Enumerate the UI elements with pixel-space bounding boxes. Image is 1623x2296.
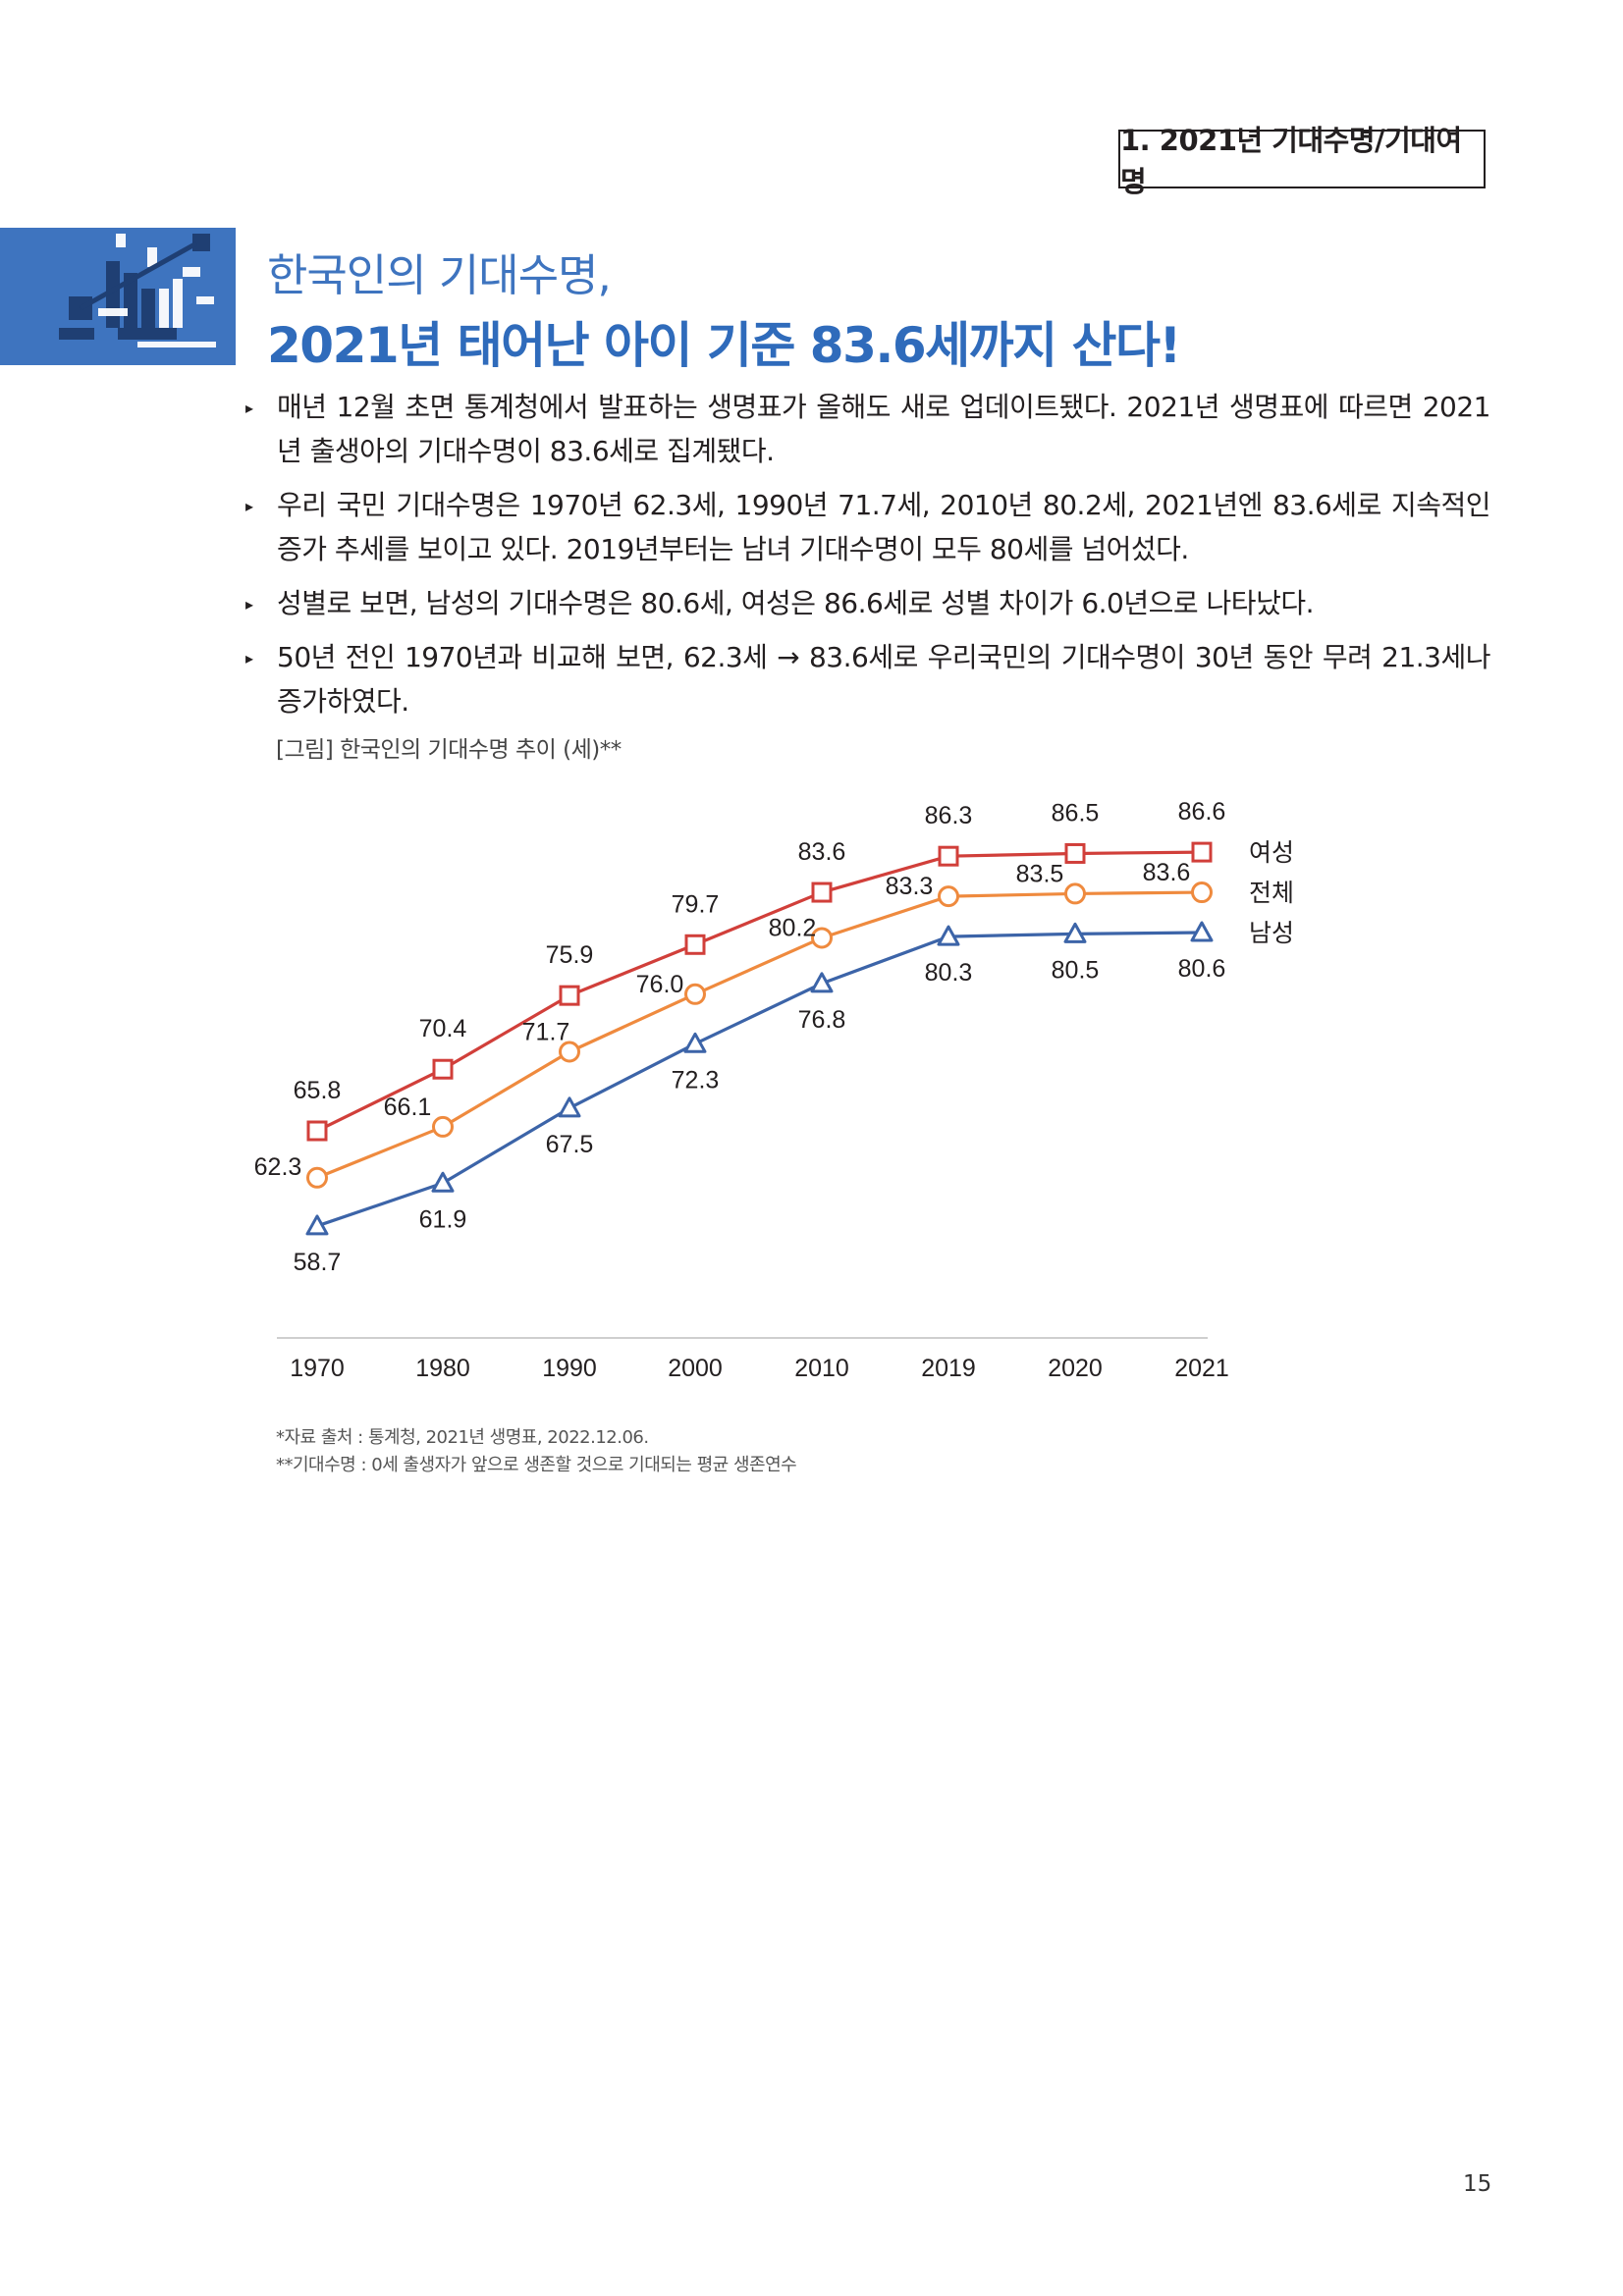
data-label-전체: 76.0 <box>636 971 684 998</box>
bullet-arrow-icon: ▸ <box>245 497 253 515</box>
data-label-여성: 70.4 <box>419 1015 467 1042</box>
data-point-여성 <box>938 845 959 867</box>
data-point-전체 <box>811 927 833 949</box>
x-tick-label: 2019 <box>921 1355 976 1382</box>
title-line-2: 2021년 태어난 아이 기준 83.6세까지 산다! <box>267 317 1181 374</box>
data-point-여성 <box>306 1120 328 1142</box>
data-label-남성: 61.9 <box>419 1205 467 1233</box>
data-label-남성: 58.7 <box>294 1249 342 1276</box>
series-line-여성 <box>316 850 1203 1133</box>
chart-icon <box>0 228 236 365</box>
bullet-text: 성별로 보면, 남성의 기대수명은 80.6세, 여성은 86.6세로 성별 차… <box>277 587 1315 619</box>
data-label-여성: 83.6 <box>798 838 846 866</box>
data-label-남성: 80.5 <box>1052 956 1100 984</box>
data-label-남성: 80.6 <box>1178 955 1226 983</box>
data-point-남성 <box>558 1096 581 1118</box>
x-tick-label: 1990 <box>542 1355 597 1382</box>
data-label-전체: 83.5 <box>1016 860 1064 887</box>
figure-caption: [그림] 한국인의 기대수명 추이 (세)** <box>276 737 622 763</box>
data-point-전체 <box>559 1041 580 1063</box>
data-label-남성: 76.8 <box>798 1006 846 1034</box>
footnote-definition: **기대수명 : 0세 출생자가 앞으로 생존할 것으로 기대되는 평균 생존연… <box>276 1455 797 1475</box>
data-label-여성: 75.9 <box>546 941 594 969</box>
data-label-여성: 79.7 <box>672 890 720 918</box>
legend-label: 전체 <box>1249 879 1294 907</box>
data-point-남성 <box>305 1214 329 1236</box>
data-label-여성: 65.8 <box>294 1077 342 1104</box>
x-tick-label: 1980 <box>415 1355 470 1382</box>
data-label-전체: 83.6 <box>1143 859 1191 886</box>
data-point-전체 <box>684 983 706 1005</box>
data-point-여성 <box>684 934 706 955</box>
life-expectancy-chart: 1970 1980 1990 2000 2010 2019 2020 2021 65.8 70.4… <box>254 798 1294 1382</box>
data-point-여성 <box>1191 841 1213 863</box>
data-label-전체: 66.1 <box>384 1094 432 1121</box>
x-tick-label: 2000 <box>668 1355 723 1382</box>
bullet-text: 50년 전인 1970년과 비교해 보면, 62.3세 → 83.6세로 우리국… <box>277 641 1491 718</box>
bullet-arrow-icon: ▸ <box>245 595 253 614</box>
data-point-남성 <box>683 1032 707 1053</box>
data-point-전체 <box>1064 882 1086 905</box>
data-point-남성 <box>1190 921 1214 942</box>
title-line-1: 한국인의 기대수명, <box>267 249 612 301</box>
data-point-남성 <box>937 925 960 946</box>
data-label-전체: 71.7 <box>522 1018 570 1045</box>
data-point-남성 <box>431 1171 455 1193</box>
data-label-전체: 83.3 <box>886 873 934 900</box>
series-line-전체 <box>316 890 1203 1180</box>
data-point-여성 <box>811 881 833 903</box>
bullet-text: 매년 12월 초면 통계청에서 발표하는 생명표가 올해도 새로 업데이트됐다.… <box>277 391 1491 467</box>
x-tick-label: 2020 <box>1048 1355 1103 1382</box>
bullet-list: ▸ 매년 12월 초면 통계청에서 발표하는 생명표가 올해도 새로 업데이트됐다… <box>243 385 1491 733</box>
data-label-여성: 86.5 <box>1052 799 1100 827</box>
legend-label: 여성 <box>1249 838 1294 867</box>
bullet-arrow-icon: ▸ <box>245 399 253 417</box>
data-point-전체 <box>1191 881 1213 904</box>
data-label-전체: 62.3 <box>254 1153 302 1181</box>
data-label-남성: 67.5 <box>546 1131 594 1158</box>
x-tick-label: 1970 <box>290 1355 345 1382</box>
data-point-전체 <box>938 885 959 908</box>
legend-label: 남성 <box>1249 919 1294 947</box>
data-point-여성 <box>432 1058 454 1080</box>
series-line-남성 <box>316 931 1203 1228</box>
bullet-item: ▸ 매년 12월 초면 통계청에서 발표하는 생명표가 올해도 새로 업데이트됐다… <box>243 385 1491 473</box>
data-point-전체 <box>306 1166 328 1189</box>
data-label-전체: 80.2 <box>769 914 817 941</box>
data-label-여성: 86.6 <box>1178 798 1226 826</box>
page-number: 15 <box>1463 2171 1492 2197</box>
bullet-arrow-icon: ▸ <box>245 649 253 667</box>
data-point-남성 <box>1063 922 1087 943</box>
data-point-여성 <box>559 985 580 1006</box>
bullet-item: ▸ 성별로 보면, 남성의 기대수명은 80.6세, 여성은 86.6세로 성별 … <box>243 581 1490 625</box>
data-label-여성: 86.3 <box>925 802 973 829</box>
data-point-전체 <box>432 1115 454 1138</box>
x-tick-label: 2021 <box>1174 1355 1229 1382</box>
data-point-남성 <box>810 972 834 993</box>
bullet-text: 우리 국민 기대수명은 1970년 62.3세, 1990년 71.7세, 20… <box>277 489 1491 565</box>
footnote-source: *자료 출처 : 통계청, 2021년 생명표, 2022.12.06. <box>276 1427 649 1448</box>
data-label-남성: 80.3 <box>925 959 973 987</box>
data-point-여성 <box>1064 842 1086 864</box>
x-tick-label: 2010 <box>794 1355 849 1382</box>
bullet-item: ▸ 50년 전인 1970년과 비교해 보면, 62.3세 → 83.6세로 우리… <box>243 635 1491 723</box>
data-label-남성: 72.3 <box>672 1066 720 1094</box>
bullet-item: ▸ 우리 국민 기대수명은 1970년 62.3세, 1990년 71.7세, 2… <box>243 483 1491 571</box>
